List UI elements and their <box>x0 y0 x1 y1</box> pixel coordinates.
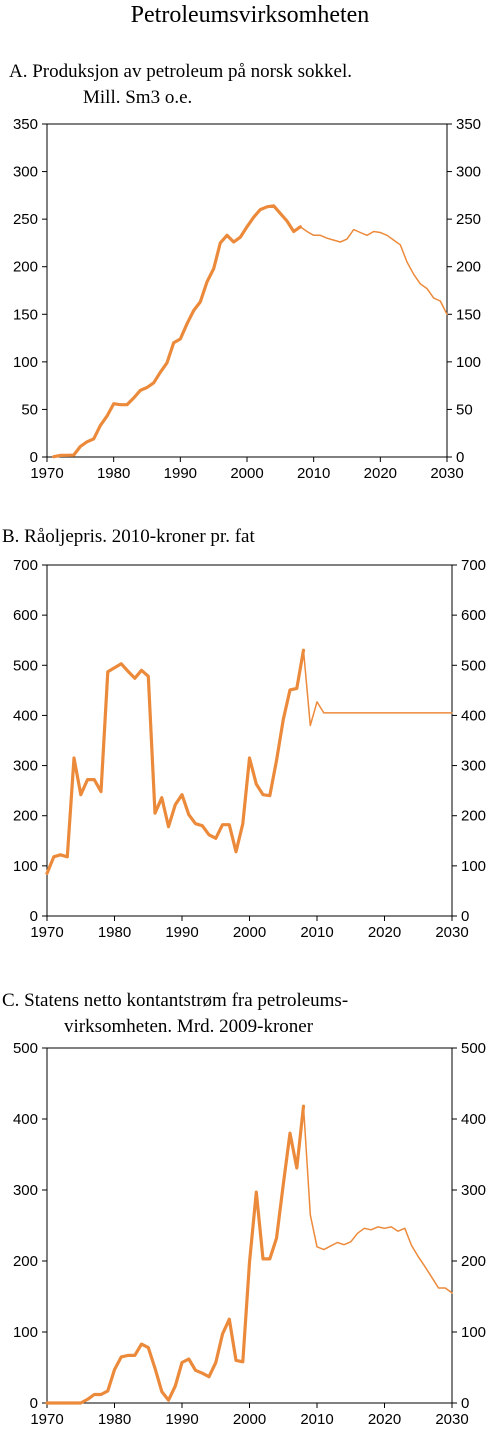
y-tick-label-right: 0 <box>456 449 464 466</box>
y-tick-label-left: 50 <box>21 401 38 418</box>
y-tick-label-right: 100 <box>461 858 486 875</box>
chart-a-series-thick-line <box>52 204 302 459</box>
y-tick-label-left: 500 <box>13 657 38 674</box>
x-tick-label: 1980 <box>97 465 130 482</box>
x-tick-label: 2000 <box>230 465 263 482</box>
y-tick-label-left: 700 <box>13 557 38 574</box>
y-tick-label-right: 100 <box>456 354 481 371</box>
y-tick-label-left: 300 <box>13 1182 38 1199</box>
x-tick-label: 2010 <box>300 1411 333 1428</box>
y-tick-label-left: 200 <box>13 808 38 825</box>
x-tick-label: 1980 <box>98 924 131 941</box>
y-tick-label-right: 700 <box>461 557 486 574</box>
x-tick-label: 2020 <box>368 1411 401 1428</box>
chart-a-plot-frame <box>46 123 448 458</box>
y-tick-label-right: 300 <box>461 1182 486 1199</box>
chart-c-title-line2: virksomheten. Mrd. 2009-kroner <box>64 1016 314 1037</box>
y-tick-label-right: 250 <box>456 211 481 228</box>
x-tick-label: 1970 <box>30 1411 63 1428</box>
y-tick-label-left: 0 <box>30 449 38 466</box>
x-tick-label: 1970 <box>30 924 63 941</box>
x-tick-label: 2030 <box>430 465 463 482</box>
x-tick-label: 2000 <box>233 924 266 941</box>
y-tick-label-right: 50 <box>456 401 473 418</box>
chart-b-series-thick-line <box>45 648 306 875</box>
y-tick-label-left: 100 <box>13 1324 38 1341</box>
y-tick-label-right: 350 <box>456 116 481 133</box>
y-tick-label-right: 500 <box>461 1040 486 1057</box>
y-tick-label-right: 600 <box>461 607 486 624</box>
chart-c-series-thin-line <box>302 1105 453 1294</box>
chart-c-title-line1: C. Statens netto kontantstrøm fra petrol… <box>2 990 349 1011</box>
chart-a-series-thin-line <box>299 226 448 316</box>
y-tick-label-right: 300 <box>461 758 486 775</box>
x-tick-label: 2000 <box>233 1411 266 1428</box>
y-tick-label-right: 500 <box>461 657 486 674</box>
y-tick-label-left: 0 <box>30 1395 38 1412</box>
x-tick-label: 1980 <box>98 1411 131 1428</box>
x-tick-label: 2020 <box>368 924 401 941</box>
y-tick-label-right: 400 <box>461 707 486 724</box>
y-tick-label-right: 400 <box>461 1111 486 1128</box>
y-tick-label-left: 600 <box>13 607 38 624</box>
chart-b-plot-frame <box>46 564 453 917</box>
chart-b-title: B. Råoljepris. 2010-kroner pr. fat <box>2 526 255 547</box>
y-tick-label-right: 200 <box>461 808 486 825</box>
y-tick-label-right: 300 <box>456 164 481 181</box>
y-tick-label-left: 250 <box>13 211 38 228</box>
x-tick-label: 1990 <box>164 465 197 482</box>
y-tick-label-left: 300 <box>13 164 38 181</box>
y-tick-label-left: 200 <box>13 1253 38 1270</box>
x-tick-label: 2030 <box>435 924 468 941</box>
y-tick-label-right: 200 <box>461 1253 486 1270</box>
chart-a-title-line2: Mill. Sm3 o.e. <box>83 87 193 108</box>
y-tick-label-left: 200 <box>13 259 38 276</box>
y-tick-label-left: 500 <box>13 1040 38 1057</box>
chart-b-series-thin-line <box>302 649 453 727</box>
y-tick-label-left: 0 <box>30 908 38 925</box>
chart-c-plot-frame <box>46 1047 453 1404</box>
x-tick-label: 1970 <box>30 465 63 482</box>
y-tick-label-left: 300 <box>13 758 38 775</box>
y-tick-label-left: 100 <box>13 858 38 875</box>
y-tick-label-left: 400 <box>13 707 38 724</box>
y-tick-label-right: 200 <box>456 259 481 276</box>
x-tick-label: 2030 <box>435 1411 468 1428</box>
y-tick-label-right: 150 <box>456 306 481 323</box>
x-tick-label: 2020 <box>364 465 397 482</box>
page-title: Petroleumsvirksomheten <box>130 2 370 28</box>
y-tick-label-left: 150 <box>13 306 38 323</box>
y-tick-label-left: 400 <box>13 1111 38 1128</box>
y-tick-label-left: 350 <box>13 116 38 133</box>
x-tick-label: 1990 <box>165 924 198 941</box>
x-tick-label: 2010 <box>297 465 330 482</box>
y-tick-label-right: 0 <box>461 1395 469 1412</box>
y-tick-label-left: 100 <box>13 354 38 371</box>
chart-c-series-thick-line <box>45 1104 306 1405</box>
chart-a-title-line1: A. Produksjon av petroleum på norsk sokk… <box>9 61 353 82</box>
x-tick-label: 1990 <box>165 1411 198 1428</box>
x-tick-label: 2010 <box>300 924 333 941</box>
y-tick-label-right: 0 <box>461 908 469 925</box>
y-tick-label-right: 100 <box>461 1324 486 1341</box>
